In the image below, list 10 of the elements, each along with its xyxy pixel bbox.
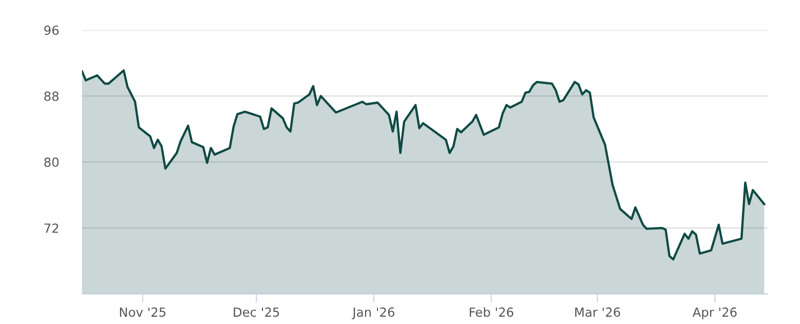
x-tick-label: Nov '25	[120, 307, 166, 317]
x-tick-label: Dec '25	[234, 307, 280, 317]
x-tick-label: Feb '26	[470, 307, 514, 317]
x-tick-label: Jan '26	[352, 307, 394, 320]
y-tick-label: 96	[44, 25, 59, 35]
y-tick-label: 88	[44, 91, 59, 101]
x-tick-label: Mar '26	[575, 307, 620, 317]
y-tick-label: 80	[44, 157, 59, 167]
y-tick-label: 72	[44, 223, 58, 233]
x-tick-label: Apr '26	[692, 307, 737, 320]
